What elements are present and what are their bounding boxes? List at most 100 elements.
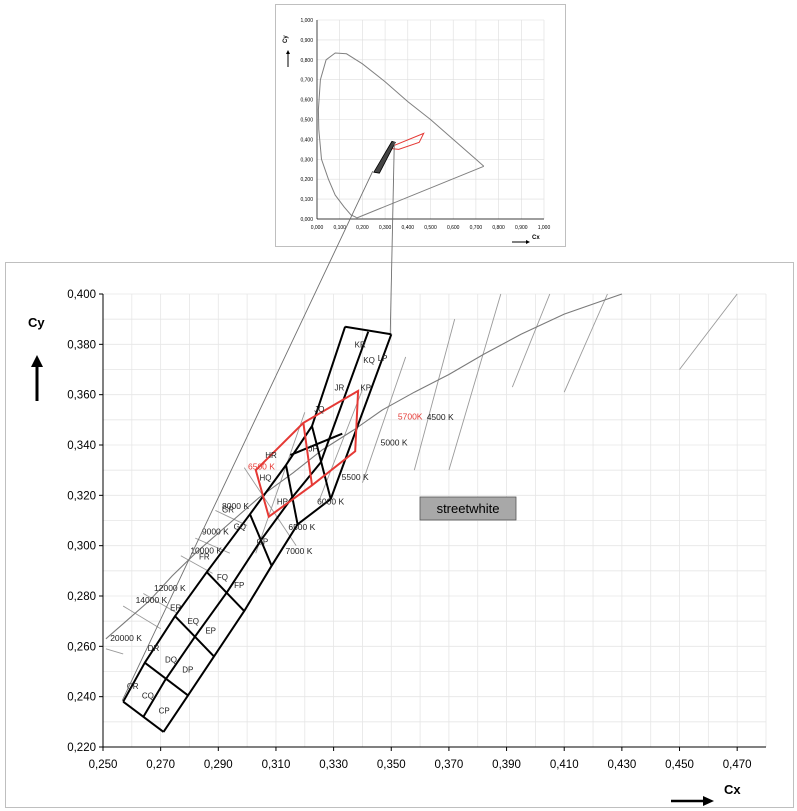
- streetwhite-label: streetwhite: [437, 501, 500, 516]
- cct-label: 12000 K: [154, 583, 186, 593]
- bin-label: JP: [309, 445, 318, 454]
- isotherm-line: [215, 510, 248, 526]
- x-tick-label: 0,290: [204, 759, 233, 771]
- inset-x-tick-label: 1,000: [538, 225, 551, 231]
- inset-x-axis-label: Cx: [532, 235, 540, 241]
- inset-y-tick-label: 0,300: [300, 157, 313, 163]
- inset-y-tick-label: 0,600: [300, 98, 313, 104]
- inset-x-tick-label: 0,600: [447, 225, 460, 231]
- cct-label: 4500 K: [427, 412, 454, 422]
- inset-x-tick-label: 0,500: [424, 225, 437, 231]
- bin-label: JQ: [314, 405, 324, 414]
- inset-y-tick-label: 0,800: [300, 58, 313, 64]
- bin-label: DQ: [165, 656, 177, 665]
- y-tick-label: 0,380: [67, 339, 96, 351]
- inset-x-tick-label: 0,200: [356, 225, 369, 231]
- bin-grid-crossline: [289, 432, 343, 456]
- isotherm-line: [413, 319, 456, 471]
- cct-label: 20000 K: [110, 633, 142, 643]
- right-arrow-icon: [703, 796, 714, 806]
- x-tick-label: 0,270: [146, 759, 175, 771]
- cct-label: 5000 K: [381, 438, 408, 448]
- inset-x-tick-label: 0,800: [492, 225, 505, 231]
- inset-spectral-locus: [317, 52, 485, 219]
- inset-purple-line: [356, 165, 484, 219]
- bin-label: FP: [234, 581, 244, 590]
- y-tick-label: 0,280: [67, 591, 96, 603]
- bin-label: GQ: [234, 523, 246, 532]
- streetwhite-box: [419, 496, 517, 521]
- inset-x-tick-label: 0,100: [333, 225, 346, 231]
- y-tick-label: 0,300: [67, 541, 96, 553]
- inset-chart-frame: 0,000 0,100 0,200 0,300 0,400 0,500 0,600 0,700…: [275, 4, 566, 247]
- inset-x-tick-label: 0,400: [402, 225, 415, 231]
- red-region-divider: [302, 422, 313, 486]
- bin-grid-crossline: [144, 661, 189, 697]
- bin-label: GR: [222, 505, 234, 514]
- inset-y-tick-label: 0,100: [300, 197, 313, 203]
- y-tick-label: 0,220: [67, 742, 96, 754]
- bin-grid-crossline: [206, 571, 245, 612]
- isotherm-line: [243, 467, 297, 546]
- bin-grid-line: [142, 331, 370, 718]
- inset-y-tick-label: 0,900: [300, 38, 313, 44]
- cct-label: 5500 K: [342, 472, 369, 482]
- isotherm-line: [122, 605, 161, 630]
- bin-label: FR: [199, 553, 210, 562]
- inset-x-tick-label: 0,700: [470, 225, 483, 231]
- x-tick-label: 0,310: [262, 759, 291, 771]
- main-chart-frame: 0,250 0,270 0,290 0,310 0,330 0,350 0,370 0,390…: [5, 262, 794, 808]
- bin-label: HP: [277, 497, 288, 506]
- cct-label: 5700K: [398, 412, 423, 422]
- cct-label: 6500 K: [248, 462, 275, 472]
- inset-y-axis-label: Cy: [283, 35, 289, 43]
- inset-x-tick-label: 0,300: [379, 225, 392, 231]
- inset-x-tick-label: 0,000: [311, 225, 324, 231]
- bin-label: JR: [334, 384, 344, 393]
- x-tick-label: 0,370: [435, 759, 464, 771]
- y-tick-label: 0,320: [67, 490, 96, 502]
- x-axis-label: Cx: [724, 782, 741, 797]
- inset-y-tick-label: 1,000: [300, 18, 313, 24]
- bin-grid-crossline: [174, 615, 215, 658]
- inset-y-tick-label: 0,500: [300, 118, 313, 124]
- bin-label: GP: [257, 538, 269, 547]
- bin-grid-crossline: [344, 325, 392, 336]
- isotherm-line: [563, 293, 608, 393]
- cct-label: 14000 K: [136, 595, 168, 605]
- isotherm-line: [448, 293, 502, 471]
- bin-label: CQ: [142, 691, 154, 700]
- isotherm-line: [195, 537, 231, 554]
- inset-up-arrow-icon: [286, 50, 290, 54]
- y-tick-label: 0,240: [67, 692, 96, 704]
- x-tick-label: 0,470: [723, 759, 752, 771]
- bin-label: DR: [148, 644, 160, 653]
- isotherm-line: [105, 648, 124, 655]
- bin-grid-line: [162, 333, 393, 733]
- bin-grid-crossline: [311, 425, 332, 500]
- inset-y-tick-label: 0,400: [300, 137, 313, 143]
- bin-label: KQ: [363, 356, 375, 365]
- bin-label: HR: [265, 451, 277, 460]
- y-tick-label: 0,260: [67, 641, 96, 653]
- x-tick-label: 0,410: [550, 759, 579, 771]
- x-tick-label: 0,450: [665, 759, 694, 771]
- bin-label: FQ: [217, 573, 228, 582]
- bin-label: CP: [159, 706, 170, 715]
- isotherm-line: [143, 593, 179, 615]
- zoom-pointer-line: [121, 171, 374, 701]
- isotherm-line: [679, 293, 738, 370]
- y-tick-label: 0,360: [67, 390, 96, 402]
- bin-label: EQ: [187, 617, 199, 626]
- x-tick-label: 0,350: [377, 759, 406, 771]
- cct-label: 8000 K: [222, 501, 249, 511]
- inset-x-tick-label: 0,900: [515, 225, 528, 231]
- inset-black-region: [373, 140, 396, 174]
- cct-label: 7000 K: [285, 546, 312, 556]
- y-axis-label: Cy: [28, 315, 45, 330]
- isotherm-line: [362, 356, 407, 483]
- bin-label: KP: [360, 384, 371, 393]
- bin-label: DP: [182, 666, 193, 675]
- main-cie-zoom-chart: 0,250 0,270 0,290 0,310 0,330 0,350 0,370 0,390…: [28, 289, 767, 806]
- x-tick-label: 0,390: [492, 759, 521, 771]
